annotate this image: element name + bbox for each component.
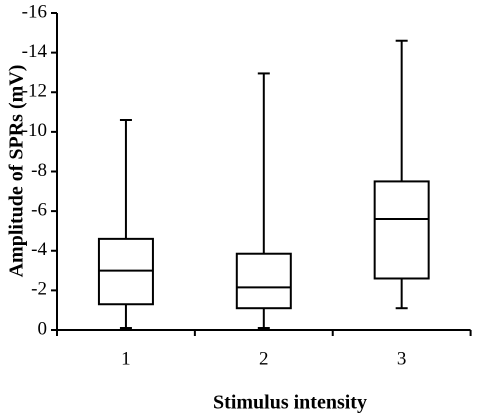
y-tick-label: 0 xyxy=(38,318,48,339)
y-tick-label: -14 xyxy=(22,41,48,62)
y-tick-label: -10 xyxy=(22,120,47,141)
x-axis-label: Stimulus intensity xyxy=(213,392,367,414)
y-axis-label: Amplitude of SPRs (mV) xyxy=(6,65,28,278)
x-tick-label: 1 xyxy=(121,348,131,369)
box xyxy=(235,252,292,310)
y-tick-label: -4 xyxy=(31,239,47,260)
x-tick-label: 3 xyxy=(397,348,407,369)
y-tick-label: -12 xyxy=(22,81,47,102)
y-tick-label: -2 xyxy=(31,279,47,300)
y-tick-label: -8 xyxy=(31,160,47,181)
y-tick-label: -16 xyxy=(22,1,47,22)
box xyxy=(373,180,430,280)
x-tick-label: 2 xyxy=(259,348,269,369)
y-tick-label: -6 xyxy=(31,199,47,220)
